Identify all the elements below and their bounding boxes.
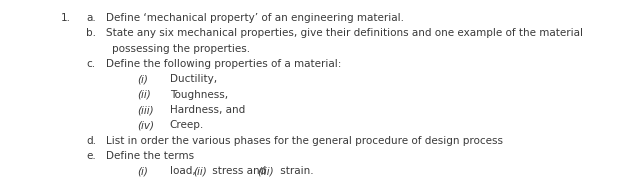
Text: Define ‘mechanical property’ of an engineering material.: Define ‘mechanical property’ of an engin… bbox=[106, 13, 404, 23]
Text: d.: d. bbox=[86, 136, 97, 146]
Text: a.: a. bbox=[86, 13, 96, 23]
Text: State any six mechanical properties, give their definitions and one example of t: State any six mechanical properties, giv… bbox=[106, 28, 582, 38]
Text: Define the following properties of a material:: Define the following properties of a mat… bbox=[106, 59, 341, 69]
Text: Toughness,: Toughness, bbox=[170, 90, 228, 100]
Text: (iii): (iii) bbox=[257, 166, 273, 176]
Text: (ii): (ii) bbox=[193, 166, 207, 176]
Text: Ductility,: Ductility, bbox=[170, 74, 217, 84]
Text: Define the terms: Define the terms bbox=[106, 151, 194, 161]
Text: (iii): (iii) bbox=[138, 105, 154, 115]
Text: Creep.: Creep. bbox=[170, 120, 204, 130]
Text: (i): (i) bbox=[138, 74, 148, 84]
Text: List in order the various phases for the general procedure of design process: List in order the various phases for the… bbox=[106, 136, 502, 146]
Text: (i): (i) bbox=[138, 166, 148, 176]
Text: strain.: strain. bbox=[276, 166, 314, 176]
Text: b.: b. bbox=[86, 28, 97, 38]
Text: c.: c. bbox=[86, 59, 95, 69]
Text: possessing the properties.: possessing the properties. bbox=[112, 44, 250, 54]
Text: (ii): (ii) bbox=[138, 90, 151, 100]
Text: 1.: 1. bbox=[61, 13, 71, 23]
Text: e.: e. bbox=[86, 151, 96, 161]
Text: Hardness, and: Hardness, and bbox=[170, 105, 245, 115]
Text: load,: load, bbox=[170, 166, 198, 176]
Text: (iv): (iv) bbox=[138, 120, 155, 130]
Text: stress and: stress and bbox=[209, 166, 270, 176]
